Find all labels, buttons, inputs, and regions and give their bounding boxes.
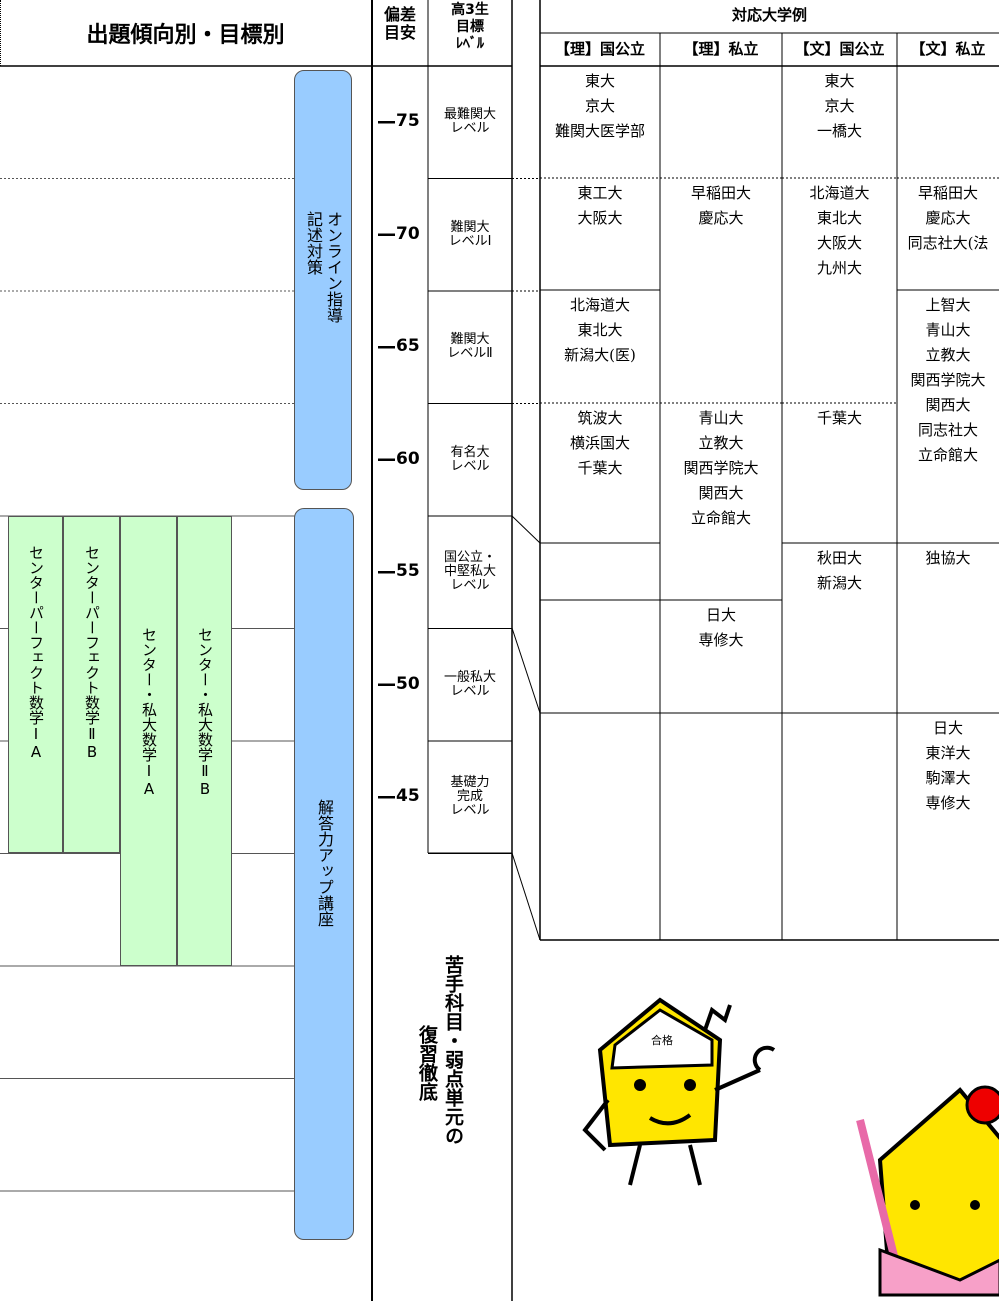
target-level-text: 基礎力 完成 レベル [450,775,490,819]
target-level: 基礎力 完成 レベル [428,769,512,825]
university: 早稲田大 [917,184,978,202]
deviation-header: 偏差 目安 [383,5,416,42]
online-course-label: オンライン指導 記述対策 [304,211,343,323]
deviation-score: 60 [396,448,420,469]
center-course-label: センター・私大数学ⅡB [196,627,214,798]
university: 筑波大 [577,409,623,427]
note-sub: 復習徹底 [416,1025,438,1101]
university: 東洋大 [925,744,971,762]
university: 関西学院大 [683,459,759,477]
university: 独協大 [925,549,971,567]
column-header: 【文】私立 [910,40,986,58]
deviation-score: 50 [396,673,420,694]
target-level: 国公立・ 中堅私大 レベル [428,544,512,600]
target-level-text: 最難関大 レベル [443,107,496,137]
center-course-label: センターパーフェクト数学ⅡB [83,545,101,761]
mascot-1: 合格 [582,997,776,1186]
university: 新潟大(医) [564,346,636,364]
target-level: 難関大 レベルⅠ [428,207,512,263]
university: 京大 [584,97,615,115]
target-level-text: 難関大 レベルⅡ [447,332,493,362]
deviation-score: 70 [396,223,420,244]
university: 慶応大 [925,209,971,227]
university: 秋田大 [816,549,862,567]
target-level-text: 難関大 レベルⅠ [448,219,492,249]
university: 日大 [705,606,736,624]
center-course: センター・私大数学ⅠA [120,516,177,966]
answer-course-label: 解答力アップ講座 [315,799,334,927]
universities-header: 対応大学例 [731,6,807,24]
mascot-badge: 合格 [651,1033,673,1047]
university: 上智大 [925,296,971,314]
university: 千葉大 [816,409,862,427]
target-level-text: 国公立・ 中堅私大 レベル [443,550,496,594]
university: 専修大 [698,631,744,649]
target-level-text: 有名大 レベル [450,444,490,474]
column-header: 【文】国公立 [794,40,885,58]
university: 立教大 [925,346,971,364]
target-level-text: 一般私大 レベル [443,669,496,699]
mascot-2 [856,1085,999,1297]
deviation-score: 55 [396,561,420,582]
university: 立命館大 [690,509,751,527]
target-level: 一般私大 レベル [428,657,512,713]
university: 東北大 [816,209,862,227]
university: 駒澤大 [925,769,971,787]
column-header: 【理】私立 [683,40,759,58]
university: 早稲田大 [690,184,751,202]
rule [511,515,541,544]
university: 東大 [824,72,855,90]
university: 大阪大 [816,234,862,252]
university: 千葉大 [577,459,623,477]
university: 九州大 [816,259,862,277]
center-course-label: センターパーフェクト数学ⅠA [27,545,45,761]
column-header: 【理】国公立 [554,40,645,58]
university: 青山大 [698,409,744,427]
university: 難関大医学部 [554,122,645,140]
university: 同志社大(法 [907,234,989,252]
university: 関西学院大 [910,371,986,389]
target-level: 有名大 レベル [428,432,512,488]
university: 北海道大 [569,296,630,314]
note-main: 苦手科目・弱点単元の [442,955,464,1145]
university: 東工大 [577,184,623,202]
deviation-score: 45 [396,786,420,807]
university: 新潟大 [816,574,862,592]
deviation-score: 75 [396,111,420,132]
university: 慶応大 [698,209,744,227]
university: 同志社大 [917,421,978,439]
university: 京大 [824,97,855,115]
university: 立教大 [698,434,744,452]
center-course: センターパーフェクト数学ⅡB [63,516,120,853]
center-course: センターパーフェクト数学ⅠA [8,516,63,853]
university: 青山大 [925,321,971,339]
title: 出題傾向別・目標別 [0,0,370,66]
center-course-label: センター・私大数学ⅠA [140,627,158,798]
target-level: 最難関大 レベル [428,94,512,150]
university: 東北大 [577,321,623,339]
target-level: 難関大 レベルⅡ [428,319,512,375]
center-course: センター・私大数学ⅡB [177,516,232,966]
target-header: 高3生 目標 ﾚﾍﾞﾙ [451,2,489,52]
university: 立命館大 [917,446,978,464]
university: 関西大 [698,484,744,502]
university: 日大 [932,719,963,737]
university: 関西大 [925,396,971,414]
answer-course: 解答力アップ講座 [294,508,354,1240]
deviation-score: 65 [396,336,420,357]
university: 北海道大 [809,184,870,202]
university: 一橋大 [816,122,862,140]
online-course: オンライン指導 記述対策 [294,70,352,490]
university: 専修大 [925,794,971,812]
rule [511,627,541,714]
university: 東大 [584,72,615,90]
university: 大阪大 [577,209,623,227]
university: 横浜国大 [569,434,630,452]
rule [511,852,541,941]
